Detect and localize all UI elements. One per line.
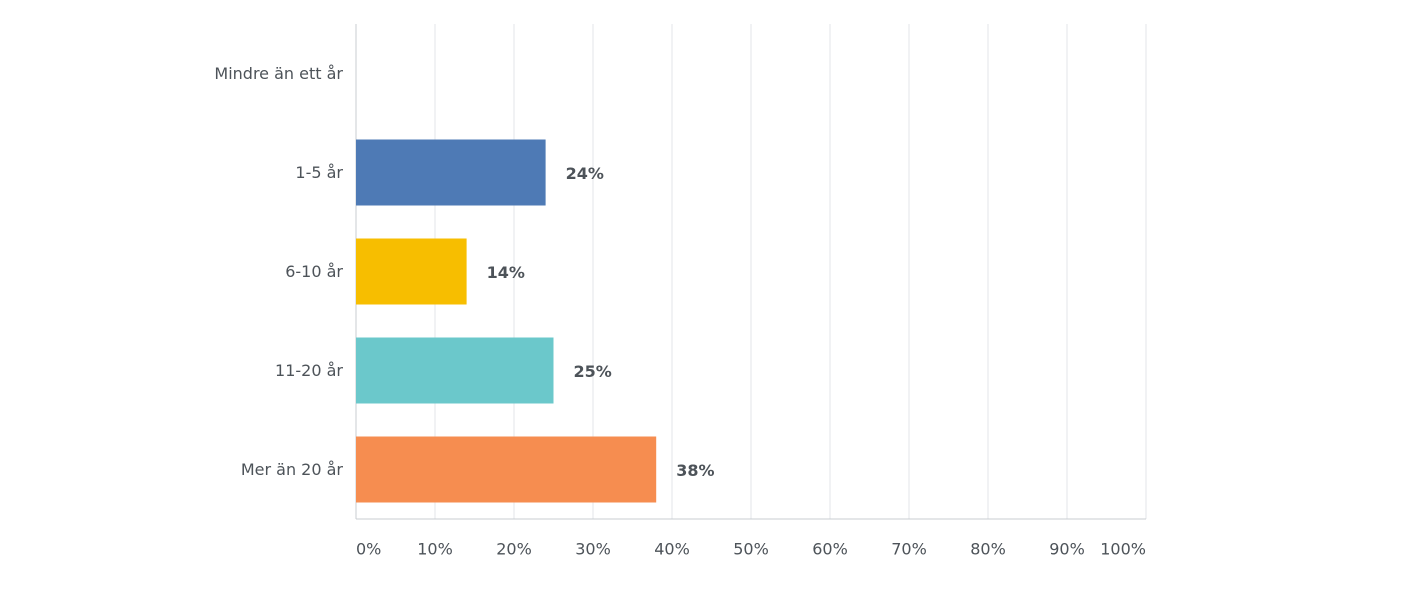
x-tick-label: 40% — [654, 540, 690, 559]
x-tick-label: 10% — [417, 540, 453, 559]
y-tick-label: Mindre än ett år — [214, 63, 343, 83]
x-tick-label: 60% — [812, 540, 848, 559]
value-label: 24% — [566, 164, 604, 183]
x-tick-label: 80% — [970, 540, 1006, 559]
value-label: 25% — [574, 362, 612, 381]
y-tick-label: 6-10 år — [285, 261, 343, 281]
x-tick-label: 70% — [891, 540, 927, 559]
y-tick-label: 1-5 år — [295, 162, 343, 182]
x-tick-label: 50% — [733, 540, 769, 559]
value-label: 38% — [676, 461, 714, 480]
x-tick-label: 30% — [575, 540, 611, 559]
bar — [356, 238, 467, 305]
value-label: 14% — [487, 263, 525, 282]
x-tick-label: 0% — [356, 540, 381, 559]
x-tick-label: 90% — [1049, 540, 1085, 559]
x-tick-label: 100% — [1100, 540, 1146, 559]
bar — [356, 337, 554, 404]
x-tick-label: 20% — [496, 540, 532, 559]
bar — [356, 436, 657, 503]
y-tick-label: Mer än 20 år — [240, 459, 343, 479]
y-tick-label: 11-20 år — [275, 360, 343, 380]
bar — [356, 139, 546, 206]
